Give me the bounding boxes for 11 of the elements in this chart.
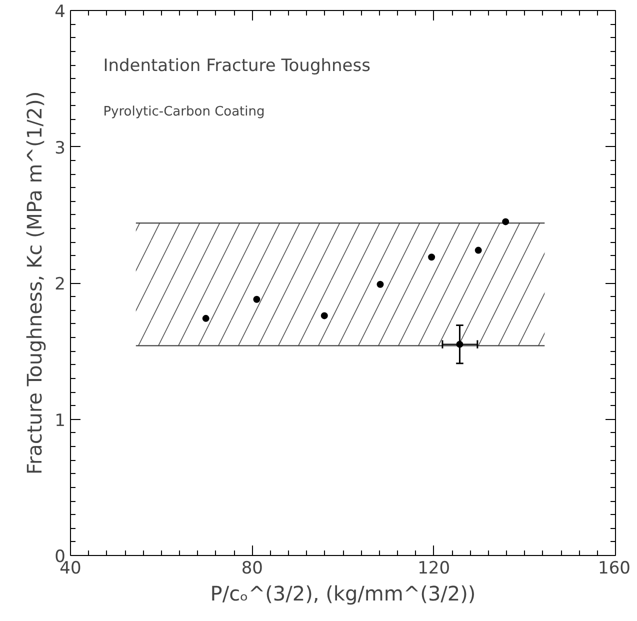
y-tick-label: 4 bbox=[54, 2, 66, 22]
text: Pyrolytic-Carbon Coating bbox=[103, 104, 265, 120]
y-tick-label: 1 bbox=[54, 410, 66, 431]
text: Indentation Fracture Toughness bbox=[103, 56, 371, 76]
x-tick-label: 80 bbox=[241, 558, 263, 578]
x-axis-title: P/cₒ^(3/2), (kg/mm^(3/2)) bbox=[210, 582, 476, 606]
x-tick-label: 160 bbox=[598, 558, 631, 578]
y-tick-label: 2 bbox=[54, 274, 66, 294]
y-axis-title: Fracture Toughness, Kc (MPa m^(1/2)) bbox=[22, 91, 47, 475]
x-tick-label: 120 bbox=[418, 558, 450, 578]
y-tick-label: 3 bbox=[54, 138, 66, 158]
